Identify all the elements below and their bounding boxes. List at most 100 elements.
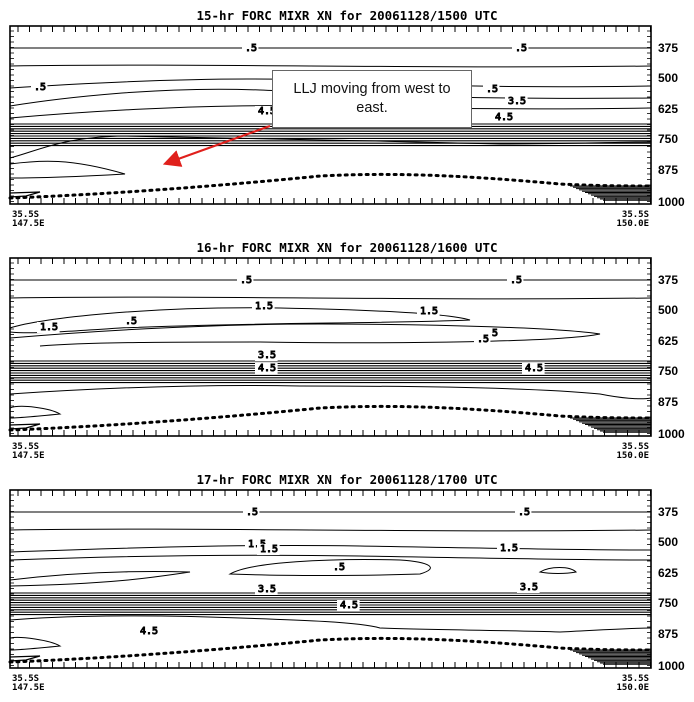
- contour-label: .5: [510, 275, 522, 286]
- panel-title: 17-hr FORC MIXR XN for 20061128/1700 UTC: [196, 472, 497, 487]
- contour-line: [9, 637, 62, 651]
- contour-label-bg: [37, 322, 60, 333]
- contour-line: [9, 278, 652, 282]
- contour-line: [228, 559, 431, 576]
- y-tick-label: 1000: [658, 659, 685, 673]
- contour-label-bg: [255, 350, 278, 361]
- x-start-label: 147.5E: [12, 683, 45, 693]
- contour-line: [9, 374, 652, 377]
- llj-annotation-box: LLJ moving from west to east.: [272, 70, 472, 128]
- x-end-label: 35.5S: [622, 674, 649, 684]
- contour-line: [9, 144, 652, 147]
- contour-line: [9, 376, 652, 379]
- contour-line: [9, 135, 652, 159]
- contour-line: [9, 139, 652, 142]
- contour-line: [9, 296, 652, 300]
- x-end-label: 35.5S: [622, 442, 649, 452]
- contour-label-bg: [483, 84, 500, 95]
- contour-label: .5: [245, 43, 257, 54]
- contour-line: [9, 381, 652, 384]
- contour-panel-2: 16-hr FORC MIXR XN for 20061128/1600 UTC…: [8, 240, 685, 461]
- contour-label: 4.5: [140, 626, 158, 637]
- panel-title: 16-hr FORC MIXR XN for 20061128/1600 UTC: [196, 240, 497, 255]
- y-tick-label: 375: [658, 41, 678, 55]
- contour-label-bg: [507, 275, 524, 286]
- contour-label: 4.5: [258, 363, 276, 374]
- contour-label: .5: [486, 84, 498, 95]
- contour-label: 3.5: [258, 350, 276, 361]
- contour-label-bg: [497, 543, 520, 554]
- y-tick-label: 750: [658, 364, 678, 378]
- contour-label: .5: [125, 316, 137, 327]
- contour-line: [9, 46, 652, 50]
- y-tick-label: 875: [658, 395, 678, 409]
- contour-label: .5: [34, 82, 46, 93]
- contour-line: [9, 130, 652, 133]
- contour-label-bg: [243, 507, 260, 518]
- y-tick-label: 500: [658, 535, 678, 549]
- contour-label-bg: [255, 106, 278, 117]
- contour-label-bg: [245, 539, 268, 550]
- contour-line: [9, 64, 652, 68]
- contour-line: [9, 379, 652, 382]
- contour-label-bg: [337, 600, 360, 611]
- contour-label-bg: [122, 316, 139, 327]
- contour-label: 1.5: [500, 543, 518, 554]
- contour-line: [9, 611, 652, 614]
- x-start-label: 35.5S: [12, 210, 39, 220]
- contour-label-bg: [252, 301, 275, 312]
- contour-label: 4.5: [525, 363, 543, 374]
- contour-label-bg: [483, 328, 500, 339]
- contour-label: .5: [518, 507, 530, 518]
- contour-line: [9, 601, 652, 604]
- plot-frame: [9, 25, 652, 205]
- contour-line: [9, 307, 471, 334]
- contour-line: [9, 371, 652, 375]
- y-tick-label: 625: [658, 102, 678, 116]
- llj-annotation-text: LLJ moving from west to east.: [293, 81, 451, 116]
- plot-frame: [9, 489, 652, 669]
- contour-line: [9, 655, 41, 662]
- contour-label: .5: [246, 507, 258, 518]
- y-tick-label: 625: [658, 566, 678, 580]
- contour-panel-3: 17-hr FORC MIXR XN for 20061128/1700 UTC…: [8, 472, 685, 693]
- contour-label-bg: [330, 562, 347, 573]
- contour-label-bg: [517, 582, 540, 593]
- y-tick-label: 875: [658, 627, 678, 641]
- contour-line: [9, 423, 41, 430]
- contour-label: 1.5: [255, 301, 273, 312]
- contour-line: [9, 405, 62, 419]
- y-tick-label: 375: [658, 505, 678, 519]
- contour-line: [9, 137, 652, 140]
- contour-line: [538, 567, 578, 574]
- contour-line: [9, 384, 652, 400]
- y-tick-label: 750: [658, 132, 678, 146]
- contour-line: [9, 127, 652, 130]
- contour-line: [9, 544, 652, 553]
- y-tick-label: 625: [658, 334, 678, 348]
- terrain-dotted-line: [8, 404, 653, 432]
- contour-label: 1.5: [40, 322, 58, 333]
- contours: .5.51.51.51.5.53.53.54.54.5: [8, 507, 653, 665]
- contour-line: [9, 613, 652, 616]
- contour-line: [9, 191, 41, 198]
- contour-label-bg: [522, 363, 545, 374]
- contour-line: [9, 528, 652, 532]
- y-tick-label: 375: [658, 273, 678, 287]
- contour-label: 4.5: [340, 600, 358, 611]
- y-tick-label: 1000: [658, 195, 685, 209]
- contour-line: [9, 594, 652, 597]
- x-start-label: 147.5E: [12, 219, 45, 229]
- contour-label: .5: [240, 275, 252, 286]
- contour-line: [9, 606, 652, 609]
- contour-line: [9, 554, 652, 561]
- contour-label-bg: [255, 584, 278, 595]
- contour-label-bg: [505, 96, 528, 107]
- terrain-dotted-line: [8, 172, 653, 200]
- contour-label: .5: [515, 43, 527, 54]
- contour-label: 3.5: [508, 96, 526, 107]
- contour-label: 3.5: [258, 584, 276, 595]
- contour-line: [9, 367, 652, 370]
- contour-label: 3.5: [520, 582, 538, 593]
